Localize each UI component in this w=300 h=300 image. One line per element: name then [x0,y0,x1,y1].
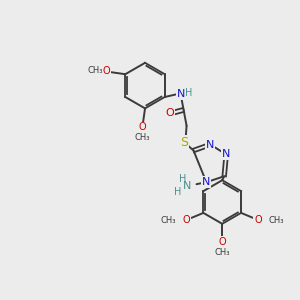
Text: O: O [254,215,262,225]
Text: N: N [222,149,230,160]
Text: O: O [183,215,190,225]
Text: O: O [138,122,146,132]
Text: S: S [181,136,189,149]
Text: CH₃: CH₃ [88,66,103,75]
Text: H: H [179,174,186,184]
Text: N: N [202,177,211,187]
Text: N: N [182,181,191,191]
Text: N: N [206,140,214,150]
Text: CH₃: CH₃ [160,216,176,225]
Text: O: O [218,237,226,247]
Text: CH₃: CH₃ [134,133,150,142]
Text: CH₃: CH₃ [269,216,284,225]
Text: N: N [176,89,185,99]
Text: H: H [185,88,192,98]
Text: O: O [165,108,174,118]
Text: O: O [103,66,110,76]
Text: CH₃: CH₃ [214,248,230,257]
Text: H: H [174,187,181,197]
